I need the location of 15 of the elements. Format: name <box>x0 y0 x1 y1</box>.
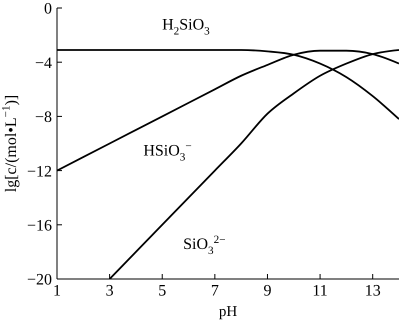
x-tick-label: 9 <box>263 282 272 300</box>
y-tick-label: −8 <box>34 109 52 126</box>
y-tick-label: −16 <box>26 217 52 234</box>
x-tick-label: 13 <box>364 282 381 300</box>
x-tick-label: 1 <box>53 282 61 300</box>
x-tick-label: 3 <box>106 282 114 300</box>
y-tick-label: −12 <box>26 163 52 180</box>
y-tick-label: −4 <box>34 54 52 72</box>
y-tick-label: −20 <box>26 272 52 289</box>
y-tick-label: 0 <box>44 0 52 18</box>
x-axis-title: pH <box>218 304 238 320</box>
x-tick-label: 7 <box>210 282 219 300</box>
x-tick-label: 11 <box>312 282 328 300</box>
series-label: H$_{2}$SiO$_{3}$ <box>162 16 210 38</box>
x-tick-label: 5 <box>158 282 166 300</box>
